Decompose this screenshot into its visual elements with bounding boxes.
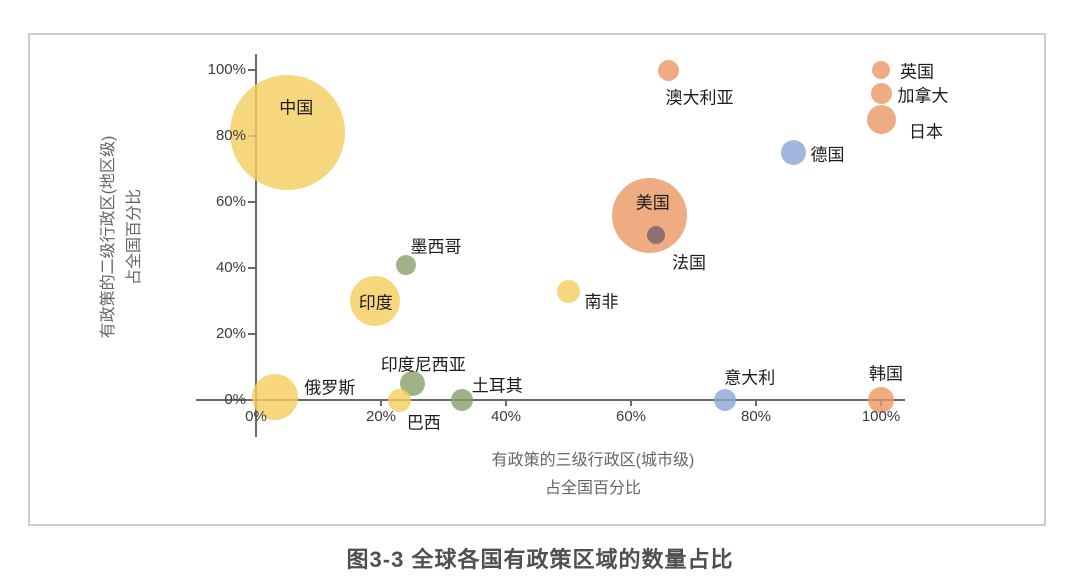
x-tick-label: 20%: [365, 408, 397, 425]
bubble-russia: [251, 373, 298, 420]
x-tick-mark: [755, 399, 757, 406]
y-tick-mark: [248, 69, 256, 71]
label-brazil: 巴西: [406, 413, 441, 433]
y-tick-label: 40%: [215, 259, 246, 276]
bubble-germany: [781, 140, 806, 165]
bubble-turkey: [451, 389, 474, 411]
y-tick-mark: [248, 201, 256, 203]
y-tick-label: 0%: [224, 391, 246, 408]
label-mexico: 墨西哥: [410, 237, 462, 257]
bubble-mexico: [396, 254, 416, 275]
label-australia: 澳大利亚: [665, 88, 734, 108]
x-tick-mark: [380, 399, 382, 406]
y-tick-label: 80%: [215, 127, 246, 144]
y-axis-title: 有政策的二级行政区(地区级) 占全国百分比: [96, 57, 152, 417]
label-turkey: 土耳其: [471, 376, 523, 396]
x-tick-label: 80%: [740, 408, 772, 425]
label-south-africa: 南非: [584, 292, 619, 312]
y-tick-label: 60%: [215, 193, 246, 210]
x-axis-title-line2: 占全国百分比: [544, 480, 641, 497]
bubble-australia: [658, 59, 679, 81]
x-axis-title-line1: 有政策的三级行政区(城市级): [491, 452, 695, 469]
x-tick-label: 60%: [615, 408, 647, 425]
bubble-japan: [866, 105, 896, 134]
y-axis-title-line1: 有政策的二级行政区(地区级): [100, 135, 117, 339]
x-tick-mark: [630, 399, 632, 406]
label-south-korea: 韩国: [869, 364, 903, 384]
bubble-france: [647, 226, 665, 244]
y-tick-label: 100%: [207, 61, 246, 78]
label-china: 中国: [279, 98, 314, 118]
bubble-italy: [713, 389, 736, 411]
y-axis-title-line2: 占全国百分比: [126, 189, 143, 286]
y-tick-mark: [248, 267, 256, 269]
y-axis-line: [255, 54, 257, 437]
y-tick-label: 20%: [215, 325, 246, 342]
label-japan: 日本: [909, 122, 943, 141]
figure-caption: 图3-3 全球各国有政策区域的数量占比: [346, 547, 734, 572]
label-russia: 俄罗斯: [304, 378, 356, 398]
x-tick-mark: [505, 399, 507, 406]
label-canada: 加拿大: [897, 86, 949, 106]
label-uk: 英国: [900, 62, 934, 82]
label-italy: 意大利: [724, 368, 776, 388]
bubble-canada: [870, 82, 892, 104]
x-tick-label: 40%: [490, 408, 522, 425]
bubble-brazil: [388, 388, 412, 412]
bubble-uk: [872, 61, 890, 79]
x-tick-label: 100%: [861, 408, 901, 425]
x-axis-title: 有政策的三级行政区(城市级) 占全国百分比: [413, 447, 773, 503]
bubble-china: [229, 75, 345, 191]
label-france: 法国: [672, 253, 706, 273]
bubble-south-africa: [557, 279, 580, 303]
label-usa: 美国: [635, 193, 670, 213]
bubble-india: [349, 276, 400, 326]
bubble-south-korea: [868, 387, 894, 413]
y-tick-mark: [248, 333, 256, 335]
label-india: 印度: [358, 293, 393, 313]
x-tick-label: 0%: [245, 408, 267, 425]
label-indonesia: 印度尼西亚: [380, 355, 466, 374]
x-axis-line: [196, 398, 905, 401]
label-germany: 德国: [810, 145, 845, 164]
